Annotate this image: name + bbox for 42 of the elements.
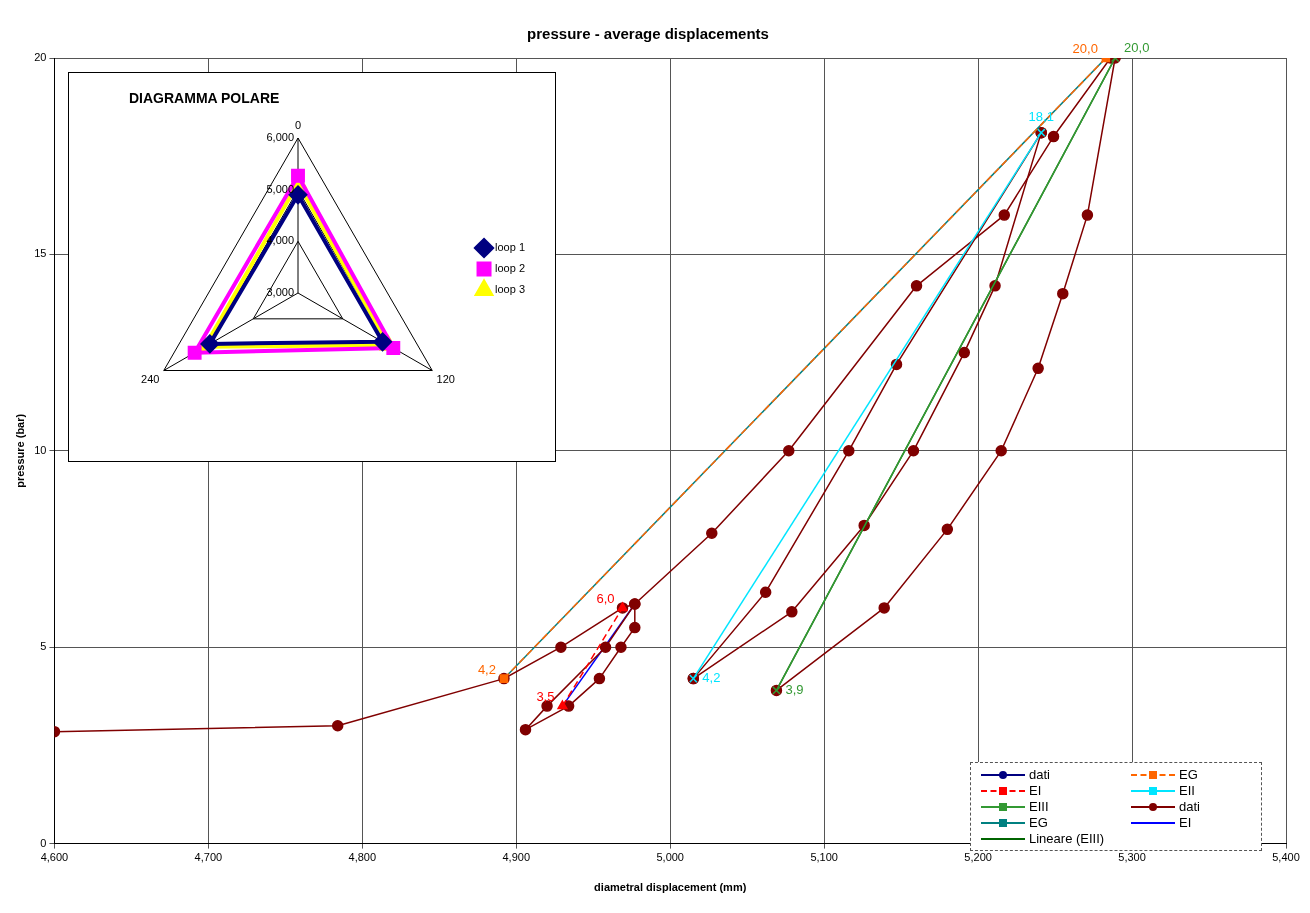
legend-label: EG [1179,767,1198,782]
legend-label: loop 2 [495,262,526,275]
y-tick-label: 0 [40,836,47,849]
chart-title: pressure - average displacements [527,25,769,43]
data-label: 3,9 [785,681,804,697]
legend-label: dati [1029,767,1050,782]
data-label: 3,5 [536,689,555,705]
spoke-label: 120 [436,372,455,385]
legend-label: loop 1 [495,241,526,254]
y-tick-label: 3,000 [266,286,294,299]
data-label: 4,2 [477,661,496,677]
y-axis-title: pressure (bar) [13,413,26,488]
y-tick-label: 15 [34,247,47,260]
legend-label: dati [1179,799,1200,814]
x-tick-label: 5,000 [656,851,684,864]
legend-label: loop 3 [495,283,526,296]
x-tick-label: 5,200 [964,851,992,864]
legend-label: EG [1029,815,1048,830]
x-tick-label: 5,400 [1272,851,1300,864]
spoke-label: 240 [141,372,160,385]
x-tick-label: 5,300 [1118,851,1146,864]
legend-label: EI [1179,815,1192,830]
y-tick-label: 5 [40,640,47,653]
x-tick-label: 4,600 [40,851,69,864]
y-tick-label: 6,000 [266,131,294,144]
legend-label: EII [1179,783,1195,798]
chart-title: DIAGRAMMA POLARE [129,90,280,107]
x-tick-label: 4,800 [348,851,377,864]
data-label: 20,0 [1124,40,1150,56]
legend-label: EIII [1029,799,1049,814]
x-tick-label: 4,900 [502,851,531,864]
data-label: 4,2 [702,670,721,686]
data-label: 20,0 [1072,41,1098,57]
spoke-label: 0 [294,119,302,132]
x-tick-label: 5,100 [810,851,838,864]
x-axis-title: diametral displacement (mm) [594,881,747,894]
legend-label: Lineare (EIII) [1029,831,1105,846]
data-label: 6,0 [596,591,615,606]
y-tick-label: 20 [34,51,47,64]
legend-label: EI [1029,783,1042,798]
y-tick-label: 10 [34,443,47,456]
x-tick-label: 4,700 [194,851,223,864]
